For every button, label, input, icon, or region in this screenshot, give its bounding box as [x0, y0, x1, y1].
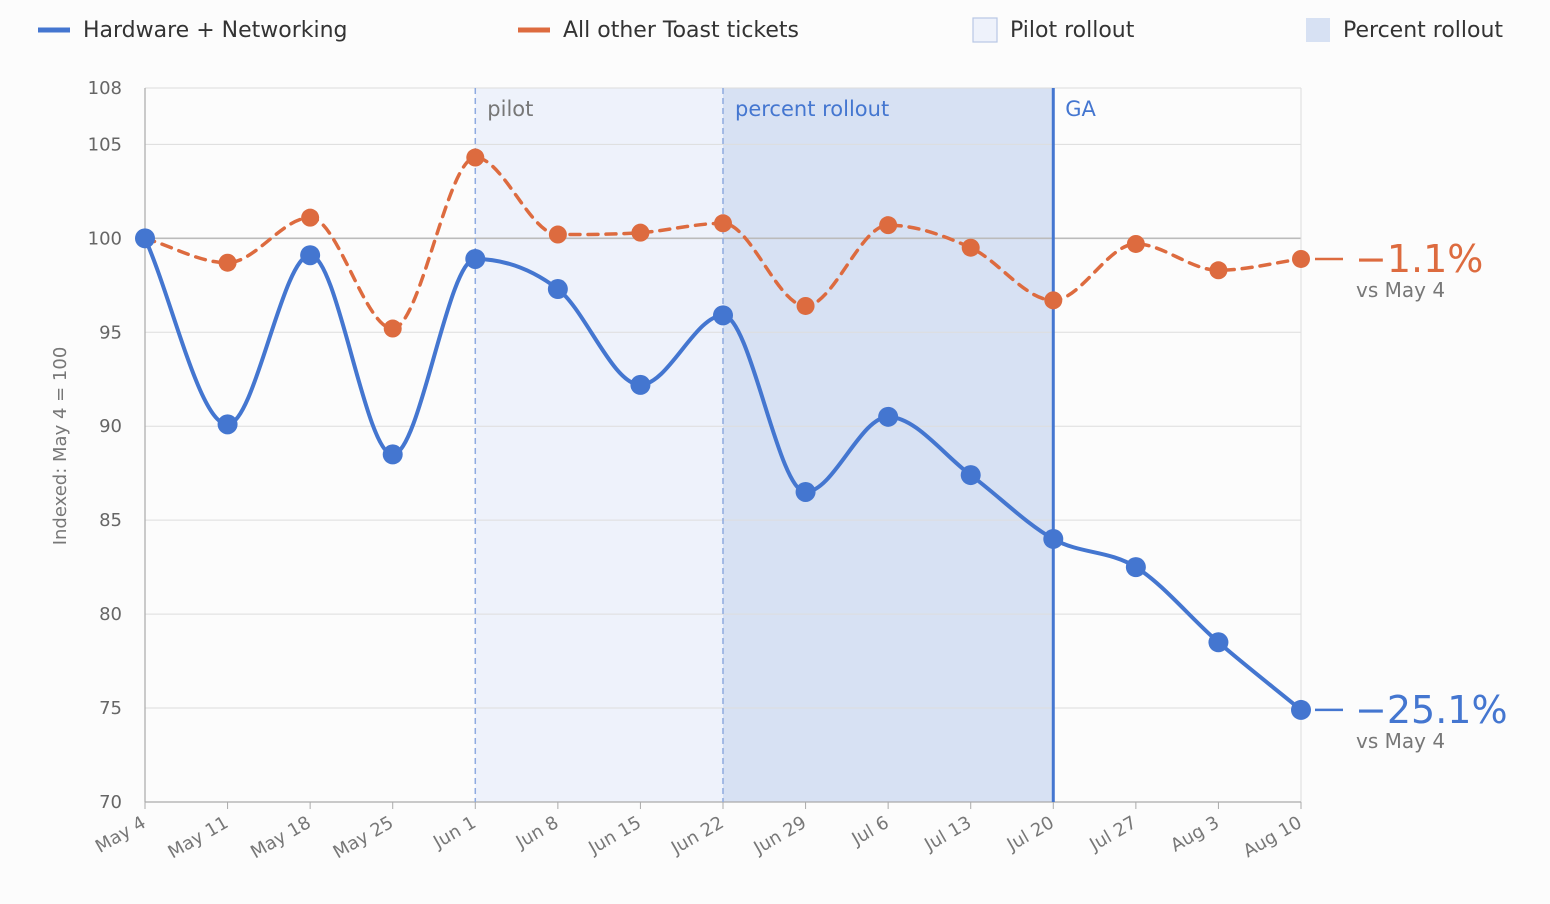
region-label-pilot: pilot	[487, 97, 533, 121]
point-hardware	[795, 481, 816, 502]
x-tick-label: Jul 27	[1085, 812, 1140, 856]
y-tick-label: 70	[99, 792, 122, 813]
x-tick-label: Jul 6	[848, 812, 893, 850]
y-tick-label: 75	[99, 698, 122, 719]
point-other	[879, 216, 898, 235]
y-tick-label: 100	[88, 228, 122, 249]
region-label-percent: percent rollout	[735, 97, 889, 121]
y-tick-label: 85	[99, 510, 122, 531]
point-other	[1044, 291, 1063, 310]
legend-label-pilot: Pilot rollout	[1010, 18, 1135, 43]
point-other	[796, 296, 815, 315]
series	[135, 148, 1311, 720]
marker-label-ga: GA	[1065, 97, 1096, 121]
legend: Hardware + Networking All other Toast tic…	[38, 17, 1503, 43]
legend-label-other: All other Toast tickets	[563, 18, 799, 43]
point-other	[631, 223, 650, 242]
legend-item-percent: Percent rollout	[1306, 18, 1503, 43]
point-hardware	[960, 465, 981, 486]
point-other	[961, 238, 980, 257]
point-hardware	[465, 248, 486, 269]
point-other	[1292, 249, 1310, 268]
legend-swatch-pilot	[972, 17, 998, 43]
end-sub-hardware: vs May 4	[1356, 729, 1445, 753]
x-tick-label: May 18	[247, 812, 315, 863]
point-other	[466, 148, 485, 167]
point-hardware	[135, 228, 155, 249]
end-label-other: −1.1%	[1355, 237, 1483, 281]
x-tick-label: Aug 3	[1167, 812, 1223, 856]
x-tick-label: May 4	[92, 812, 150, 857]
point-hardware	[1208, 632, 1229, 653]
series-line-other	[143, 155, 1303, 331]
point-hardware	[1125, 557, 1146, 578]
y-tick-label: 105	[88, 134, 122, 155]
y-tick-label: 95	[99, 322, 122, 343]
point-hardware	[217, 414, 238, 435]
end-label-hardware: −25.1%	[1355, 688, 1508, 732]
region-percent	[723, 88, 1054, 802]
legend-label-percent: Percent rollout	[1343, 18, 1503, 43]
y-tick-label: 108	[88, 78, 122, 99]
point-other	[383, 319, 402, 338]
point-other	[1126, 234, 1145, 253]
y-tick-label: 90	[99, 416, 122, 437]
point-hardware	[547, 279, 568, 300]
legend-item-other: All other Toast tickets	[518, 18, 799, 43]
x-tick-label: May 25	[330, 812, 398, 863]
x-tick-label: May 11	[165, 812, 233, 863]
x-tick-label: Jun 29	[750, 812, 811, 859]
point-other	[1209, 261, 1228, 280]
point-other	[548, 225, 567, 244]
point-hardware	[1043, 528, 1064, 549]
rollout-markers: pilot percent rollout GA	[474, 88, 1097, 802]
region-pilot	[475, 88, 723, 802]
legend-swatch-percent	[1306, 18, 1330, 42]
x-tick-label: Jun 8	[512, 812, 563, 853]
end-labels: −1.1%vs May 4−25.1%vs May 4	[1315, 237, 1508, 753]
point-hardware	[713, 305, 733, 326]
x-tick-label: Jun 15	[584, 812, 645, 859]
rollout-regions	[475, 88, 1054, 802]
point-hardware	[382, 444, 403, 465]
point-other	[218, 253, 237, 272]
point-other	[301, 208, 320, 227]
x-tick-label: Jun 1	[429, 812, 480, 853]
legend-label-hardware: Hardware + Networking	[83, 18, 348, 43]
point-hardware	[300, 245, 321, 266]
point-other	[714, 214, 732, 233]
point-hardware	[1291, 699, 1311, 720]
x-tick-label: Aug 10	[1240, 812, 1306, 862]
x-tick-label: Jul 20	[1003, 812, 1058, 856]
series-hardware	[135, 228, 1311, 720]
series-other	[136, 148, 1310, 338]
legend-item-hardware: Hardware + Networking	[38, 18, 348, 43]
x-tick-label: Jun 22	[667, 812, 728, 859]
legend-item-pilot: Pilot rollout	[972, 17, 1135, 43]
y-tick-label: 80	[99, 604, 122, 625]
x-tick-label: Jul 13	[920, 812, 975, 856]
point-hardware	[878, 406, 899, 427]
end-sub-other: vs May 4	[1356, 278, 1445, 302]
y-axis-title: Indexed: May 4 = 100	[50, 347, 71, 546]
point-hardware	[630, 374, 651, 395]
